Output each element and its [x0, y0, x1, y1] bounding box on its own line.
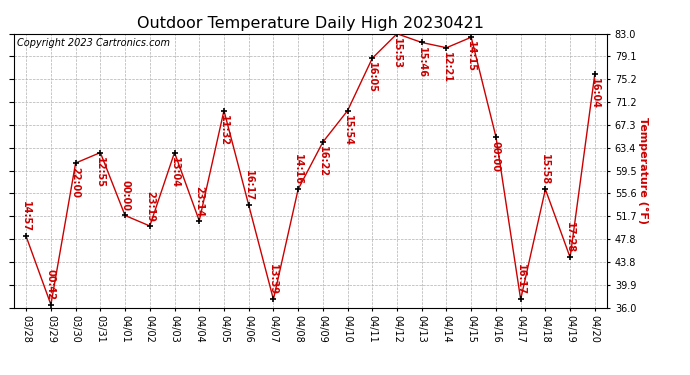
- Y-axis label: Temperature (°F): Temperature (°F): [638, 117, 648, 224]
- Text: 16:05: 16:05: [367, 62, 377, 93]
- Text: 22:00: 22:00: [70, 167, 81, 198]
- Text: 15:58: 15:58: [540, 154, 551, 185]
- Text: 14:57: 14:57: [21, 201, 31, 232]
- Text: 11:32: 11:32: [219, 115, 229, 146]
- Text: 15:46: 15:46: [417, 46, 426, 78]
- Text: 17:28: 17:28: [565, 222, 575, 253]
- Text: 16:04: 16:04: [590, 78, 600, 109]
- Text: Copyright 2023 Cartronics.com: Copyright 2023 Cartronics.com: [17, 38, 170, 48]
- Text: 23:19: 23:19: [145, 191, 155, 222]
- Text: 13:04: 13:04: [170, 157, 179, 188]
- Text: 00:42: 00:42: [46, 269, 56, 300]
- Text: 13:39: 13:39: [268, 264, 278, 295]
- Text: 14:16: 14:16: [293, 154, 303, 185]
- Text: 15:54: 15:54: [343, 115, 353, 146]
- Text: 16:17: 16:17: [244, 170, 254, 201]
- Title: Outdoor Temperature Daily High 20230421: Outdoor Temperature Daily High 20230421: [137, 16, 484, 31]
- Text: 00:00: 00:00: [120, 180, 130, 211]
- Text: 16:17: 16:17: [515, 264, 526, 295]
- Text: 14:15: 14:15: [466, 41, 476, 72]
- Text: 12:21: 12:21: [442, 52, 451, 83]
- Text: 16:22: 16:22: [318, 146, 328, 177]
- Text: 12:55: 12:55: [95, 157, 106, 188]
- Text: 23:14: 23:14: [195, 186, 204, 216]
- Text: 00:00: 00:00: [491, 141, 501, 172]
- Text: 15:53: 15:53: [392, 38, 402, 69]
